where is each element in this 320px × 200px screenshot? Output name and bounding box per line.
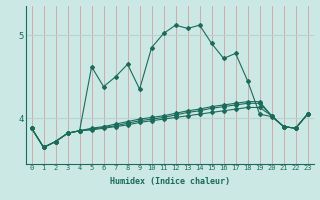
X-axis label: Humidex (Indice chaleur): Humidex (Indice chaleur) [109, 177, 230, 186]
